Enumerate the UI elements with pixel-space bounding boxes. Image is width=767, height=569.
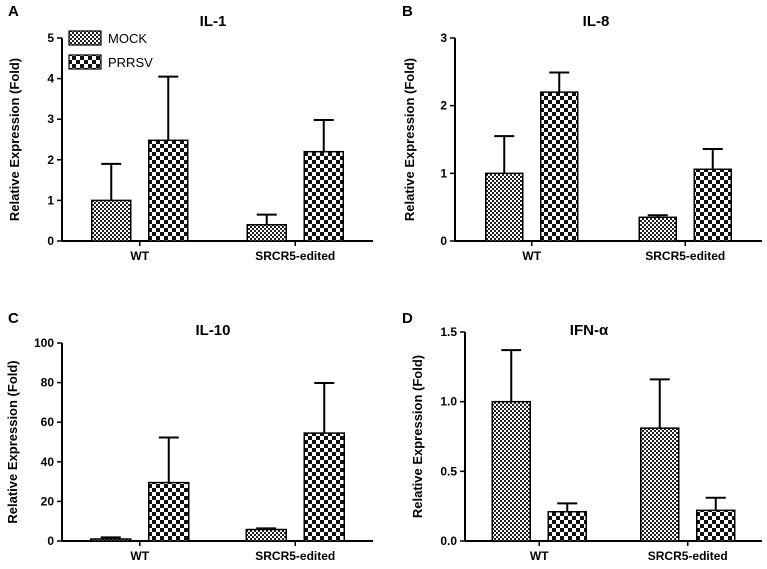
y-tick-label: 1.0 [440,395,457,409]
panel-letter: D [402,310,413,327]
x-tick-label: SRCR5-edited [255,549,335,563]
chart-panel-d: D IFN-α Relative Expression (Fold) 0.0 0.5 1.… [402,310,762,563]
bar-mock-srcr5-edited [640,427,680,542]
bar-mock-wt [491,400,531,542]
y-tick-label: 60 [41,415,55,429]
legend-swatch-mock [68,30,102,46]
y-tick-label: 4 [47,72,54,86]
y-tick-label: 1.5 [440,325,457,339]
x-tick-label: WT [530,549,549,563]
bar-prrsv-wt [148,139,189,242]
bar-prrsv-wt [540,91,579,242]
y-tick-label: 20 [41,494,55,508]
y-tick-label: 0 [47,234,54,248]
bar-mock-wt [91,199,132,242]
legend-label: PRRSV [108,55,153,70]
chart-panel-b: B IL-8 Relative Expression (Fold) 0 1 2 3 WT SRC… [402,3,762,263]
bar-prrsv-wt [547,510,587,542]
x-tick-label: WT [522,249,541,263]
x-tick-label: WT [130,249,149,263]
bar-mock-srcr5-edited [246,224,287,242]
y-axis-label: Relative Expression (Fold) [5,360,20,523]
y-axis-label: Relative Expression (Fold) [410,355,425,518]
bar-prrsv-srcr5-edited [696,509,736,542]
legend: MOCK PRRSV [68,30,153,70]
y-tick-label: 2 [440,99,447,113]
y-tick-label: 0 [47,534,54,548]
chart-title: IL-8 [583,13,610,30]
bar-prrsv-srcr5-edited [303,150,344,242]
chart-title: IL-10 [195,322,230,339]
panel-letter: C [8,310,19,327]
y-tick-label: 0.0 [440,534,457,548]
y-tick-label: 0 [440,234,447,248]
y-tick-label: 0.5 [440,464,457,478]
y-tick-label: 5 [47,31,54,45]
y-tick-label: 100 [34,336,54,350]
bar-mock-srcr5-edited [638,216,677,242]
x-tick-label: SRCR5-edited [645,249,725,263]
legend-swatch-prrsv [68,54,102,70]
bar-mock-wt [485,172,524,242]
y-tick-label: 3 [440,31,447,45]
chart-title: IFN-α [570,322,609,339]
chart-panel-a: A IL-1 Relative Expression (Fold) 0 1 2 3 4 5 WT S… [7,3,373,263]
x-tick-label: SRCR5-edited [648,549,728,563]
bar-mock-wt [90,538,132,542]
y-axis-label: Relative Expression (Fold) [402,58,417,221]
y-tick-label: 1 [47,193,54,207]
chart-title: IL-1 [200,13,227,30]
y-tick-label: 3 [47,112,54,126]
x-tick-label: WT [130,549,149,563]
bar-prrsv-wt [148,481,190,542]
x-tick-label: SRCR5-edited [255,249,335,263]
bar-prrsv-srcr5-edited [303,432,345,542]
legend-label: MOCK [108,31,147,46]
chart-panel-c: C IL-10 Relative Expression (Fold) 0 20 40 60 8… [5,310,373,563]
bar-mock-srcr5-edited [245,528,287,542]
y-tick-label: 80 [41,376,55,390]
y-tick-label: 1 [440,166,447,180]
y-tick-label: 40 [41,455,55,469]
bar-prrsv-srcr5-edited [693,168,732,242]
y-axis-label: Relative Expression (Fold) [7,58,22,221]
panel-letter: A [8,3,19,20]
y-tick-label: 2 [47,153,54,167]
panel-letter: B [402,3,413,20]
